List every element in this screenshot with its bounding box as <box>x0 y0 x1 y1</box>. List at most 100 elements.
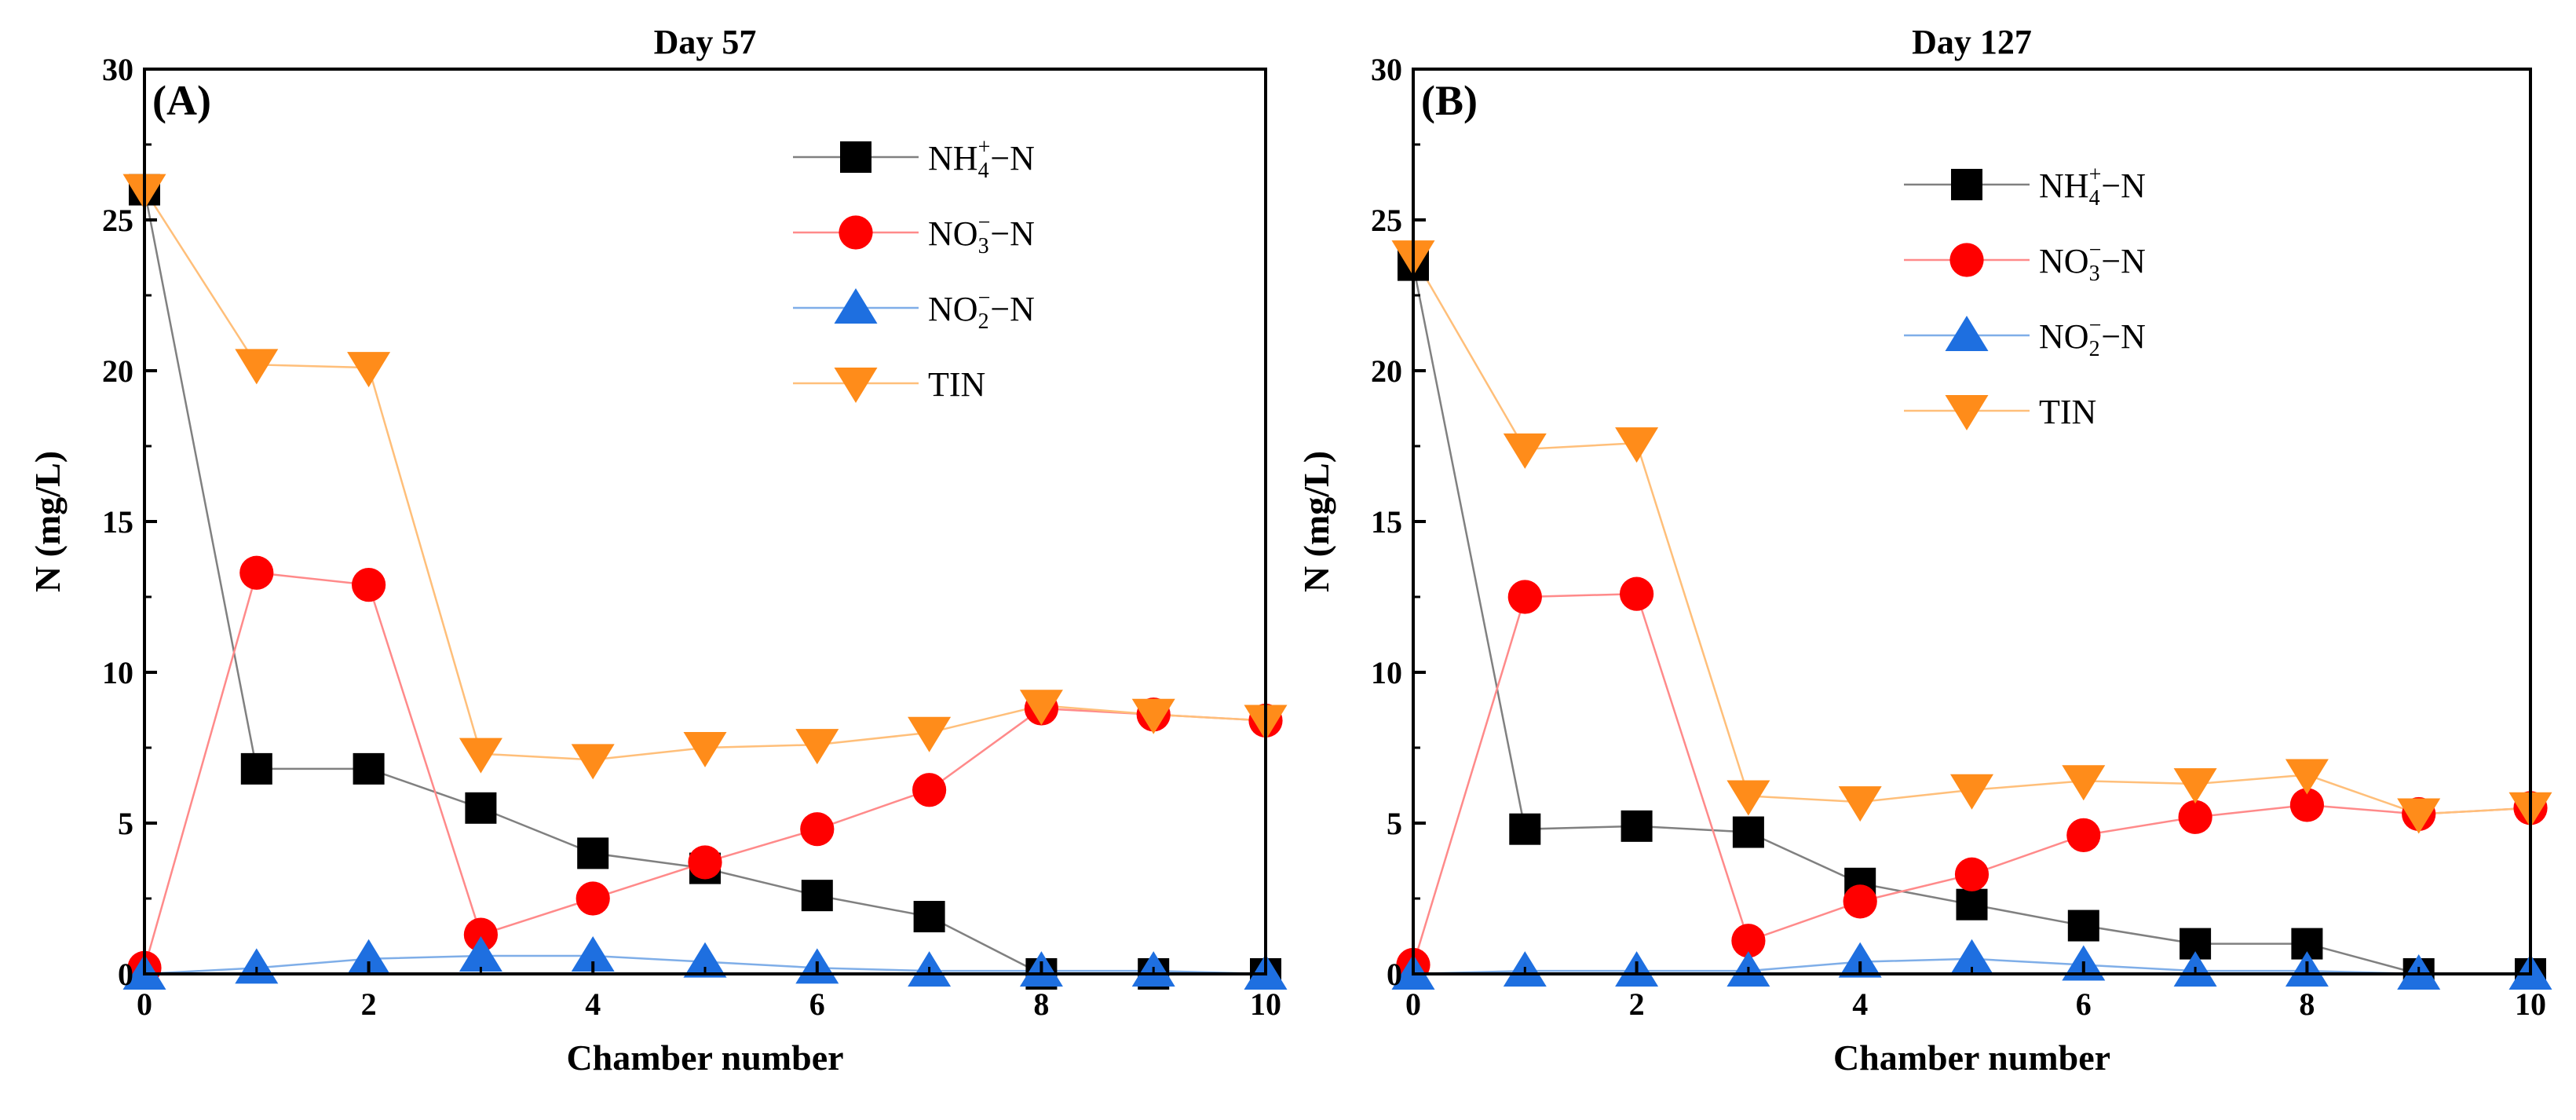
a-point-0-3 <box>465 792 497 824</box>
a-point-1-5 <box>688 845 722 880</box>
a-x-tick-label-5: 10 <box>1250 986 1281 1022</box>
a-x-tick-label-4: 8 <box>1033 986 1049 1022</box>
a-point-3-4 <box>571 744 615 780</box>
b-y-tick-label-2: 10 <box>1371 655 1402 690</box>
b-point-1-3 <box>1731 924 1766 958</box>
b-legend: NH4+−N NO3−−N NO2−−N TIN <box>1904 163 2146 431</box>
a-x-tick-label-2: 4 <box>585 986 601 1022</box>
a-point-0-6 <box>801 880 833 912</box>
a-point-3-2 <box>347 352 391 388</box>
a-point-3-9 <box>1131 698 1175 734</box>
b-y-tick-label-5: 25 <box>1371 203 1402 238</box>
a-legend-label-2: NO2−−N <box>928 286 1035 334</box>
a-legend-marker-0 <box>840 141 871 173</box>
a-point-0-1 <box>240 752 272 785</box>
a-legend-marker-2 <box>834 288 878 324</box>
a-series-line-3 <box>143 188 1266 761</box>
a-y-tick-label-2: 10 <box>102 655 133 690</box>
b-legend-label-2: NO2−−N <box>2039 313 2146 361</box>
b-legend-label-0: NH4+−N <box>2039 163 2146 210</box>
a-plot-frame <box>143 68 1267 975</box>
a-point-1-1 <box>239 555 274 590</box>
a-legend-label-3: TIN <box>928 365 985 404</box>
b-x-tick-label-4: 8 <box>2299 986 2315 1022</box>
b-point-3-5 <box>1950 774 1993 810</box>
b-point-1-2 <box>1620 576 1654 611</box>
b-y-tick-label-1: 5 <box>1387 806 1402 841</box>
a-point-2-5 <box>683 942 727 978</box>
a-point-0-2 <box>353 752 385 785</box>
a-x-tick-label-1: 2 <box>361 986 377 1022</box>
b-x-axis-label: Chamber number <box>1833 1038 2110 1078</box>
b-point-3-8 <box>2285 759 2329 795</box>
b-plot-frame <box>1412 68 2532 975</box>
b-legend-label-1: NO3−−N <box>2039 238 2146 286</box>
a-legend: NH4+−N NO3−−N NO2−−N TIN <box>793 135 1035 404</box>
a-x-axis-label: Chamber number <box>566 1038 843 1078</box>
a-y-axis-label: N (mg/L) <box>27 451 68 592</box>
b-point-3-9 <box>2397 798 2441 834</box>
b-y-tick-label-0: 0 <box>1387 957 1402 992</box>
b-point-0-2 <box>1621 810 1653 842</box>
panel-b: 0 2 4 6 8 10 0 5 10 15 20 25 30 Day 127 (B) Chamber num… <box>1296 23 2552 1078</box>
b-point-1-8 <box>2289 788 2324 822</box>
b-point-1-6 <box>2066 818 2101 852</box>
a-legend-marker-1 <box>839 215 873 250</box>
b-x-tick-label-0: 0 <box>1405 986 1421 1022</box>
b-y-tick-label-4: 20 <box>1371 353 1402 389</box>
b-chart-title: Day 127 <box>1912 23 2032 61</box>
a-point-3-3 <box>459 738 502 774</box>
b-point-3-1 <box>1503 433 1547 469</box>
b-point-0-3 <box>1732 816 1764 848</box>
b-point-0-5 <box>1956 888 1988 921</box>
a-point-0-7 <box>913 901 945 933</box>
a-x-tick-label-3: 6 <box>809 986 825 1022</box>
b-point-1-4 <box>1843 884 1877 919</box>
a-point-1-3 <box>463 917 499 952</box>
b-point-0-6 <box>2067 910 2099 942</box>
a-point-3-5 <box>683 732 727 767</box>
a-y-tick-label-4: 20 <box>102 353 133 389</box>
a-panel-label: (A) <box>152 77 211 124</box>
a-x-tick-label-0: 0 <box>137 986 152 1022</box>
b-point-3-6 <box>2062 765 2106 801</box>
a-point-2-3 <box>459 935 502 972</box>
a-point-3-7 <box>908 716 952 752</box>
b-point-3-3 <box>1726 780 1770 816</box>
b-point-1-7 <box>2178 800 2212 834</box>
b-point-1-1 <box>1507 580 1542 614</box>
a-y-tick-label-1: 5 <box>118 806 133 841</box>
b-point-0-1 <box>1509 813 1541 845</box>
a-series-line-1 <box>143 571 1266 968</box>
b-x-tick-label-1: 2 <box>1629 986 1645 1022</box>
panel-a: 0 2 4 6 8 10 0 5 10 15 20 25 30 Day 57 (A) Chamber numb… <box>27 23 1288 1078</box>
a-legend-label-1: NO3−−N <box>928 210 1035 258</box>
a-point-1-7 <box>912 773 947 807</box>
b-point-3-4 <box>1838 786 1882 822</box>
a-point-3-8 <box>1019 690 1063 726</box>
a-point-1-4 <box>575 881 610 916</box>
b-point-2-4 <box>1838 942 1882 978</box>
b-point-2-5 <box>1950 939 1993 975</box>
a-legend-marker-3 <box>834 368 878 403</box>
a-y-tick-label-5: 25 <box>102 203 133 238</box>
b-y-tick-label-6: 30 <box>1371 52 1402 87</box>
a-point-3-6 <box>795 729 839 765</box>
b-x-tick-label-2: 4 <box>1852 986 1868 1022</box>
b-x-tick-label-5: 10 <box>2515 986 2546 1022</box>
b-panel-label: (B) <box>1421 77 1478 124</box>
b-legend-marker-1 <box>1949 243 1984 277</box>
a-point-1-2 <box>352 568 386 602</box>
b-y-axis-label: N (mg/L) <box>1296 451 1336 592</box>
b-point-3-2 <box>1615 427 1659 463</box>
b-legend-marker-3 <box>1945 395 1989 430</box>
a-y-tick-label-3: 15 <box>102 504 133 540</box>
a-point-0-4 <box>577 837 609 869</box>
a-point-3-1 <box>235 349 279 385</box>
a-chart-title: Day 57 <box>654 23 757 61</box>
a-point-2-2 <box>347 939 391 975</box>
a-point-1-6 <box>800 812 835 847</box>
b-y-tick-label-3: 15 <box>1371 504 1402 540</box>
b-legend-marker-0 <box>1951 169 1982 200</box>
